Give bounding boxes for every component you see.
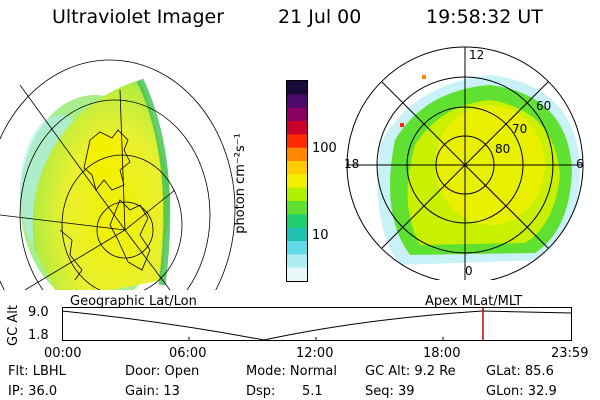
hotspot: [422, 75, 426, 79]
date-label: 21 Jul 00: [278, 6, 362, 28]
altitude-xtick-1800: 18:00: [423, 346, 461, 361]
ip-label: IP: 36.0: [8, 384, 58, 399]
seq-label: Seq: 39: [365, 384, 415, 399]
colorbar-band: [287, 214, 307, 229]
meridian-line: [24, 229, 126, 290]
colorbar-unit-label: photon cm⁻²s⁻¹: [232, 133, 248, 234]
colorbar-gradient: [287, 81, 307, 282]
altitude-xtick-0000: 00:00: [44, 346, 82, 361]
altitude-ytick-1_8: 1.8: [28, 328, 49, 343]
glat-label: GLat: 85.6: [486, 364, 554, 379]
gc-alt-label: GC Alt: 9.2 Re: [365, 364, 456, 379]
coastline: [83, 129, 131, 191]
meridian-line: [124, 189, 176, 231]
gain-label: Gain: 13: [125, 384, 180, 399]
colorbar-band: [287, 121, 307, 135]
altitude-curve: [62, 310, 572, 341]
mlt-label-12: 12: [469, 48, 484, 62]
app-title: Ultraviolet Imager: [52, 6, 225, 28]
limb-emission: [136, 78, 171, 286]
glon-label: GLon: 32.9: [486, 384, 557, 399]
colorbar-band: [287, 161, 307, 175]
colorbar-band: [287, 241, 307, 255]
colorbar-band: [287, 227, 307, 242]
colorbar-band: [287, 174, 307, 189]
colorbar-tick-10: 10: [312, 228, 329, 243]
colorbar-band: [287, 187, 307, 202]
latitude-circle: [0, 59, 236, 290]
coastline: [59, 229, 83, 281]
colorbar: [286, 80, 308, 282]
mlt-label-18: 18: [344, 157, 359, 171]
hotspot: [400, 123, 404, 127]
latitude-circle: [19, 99, 211, 290]
colorbar-band: [287, 81, 307, 95]
left-map-caption: Geographic Lat/Lon: [70, 294, 197, 309]
altitude-xtick-1200: 12:00: [296, 346, 334, 361]
meridian-line: [119, 89, 126, 231]
colorbar-band: [287, 147, 307, 162]
altitude-plot: [62, 307, 572, 341]
mode-label: Mode: Normal: [246, 364, 337, 379]
colorbar-band: [287, 134, 307, 149]
mlt-diagonal: [381, 81, 549, 249]
colorbar-tick-100: 100: [312, 141, 337, 156]
door-label: Door: Open: [125, 364, 200, 379]
altitude-plot-frame: [62, 307, 572, 341]
right-map-caption: Apex MLat/MLT: [425, 294, 523, 309]
altitude-xtick-0600: 06:00: [169, 346, 207, 361]
latitude-circle: [96, 201, 154, 259]
filter-label: Flt: LBHL: [8, 364, 66, 379]
lat-label-70: 70: [512, 122, 527, 136]
polar-map: 12 18 6 0 60 70 80: [344, 46, 584, 280]
colorbar-band: [287, 94, 307, 109]
meridian-line: [0, 214, 126, 231]
colorbar-band: [287, 267, 307, 282]
meridian-line: [124, 229, 171, 290]
colorbar-band: [287, 201, 307, 215]
altitude-ylabel: GC Alt: [5, 305, 21, 346]
meridian-line: [19, 84, 126, 231]
altitude-xtick-2359: 23:59: [551, 346, 589, 361]
lat-label-80: 80: [495, 142, 510, 156]
mlt-label-0: 0: [465, 264, 473, 278]
time-label: 19:58:32 UT: [426, 6, 543, 28]
dsp-value: 5.1: [302, 384, 323, 399]
lat-label-60: 60: [536, 99, 551, 113]
coastline: [109, 199, 151, 271]
geographic-map: [0, 59, 236, 290]
colorbar-band: [287, 254, 307, 269]
dsp-label: Dsp:: [246, 384, 276, 399]
colorbar-band: [287, 107, 307, 122]
altitude-ytick-9: 9.0: [28, 305, 49, 320]
mlt-label-6: 6: [576, 157, 584, 171]
